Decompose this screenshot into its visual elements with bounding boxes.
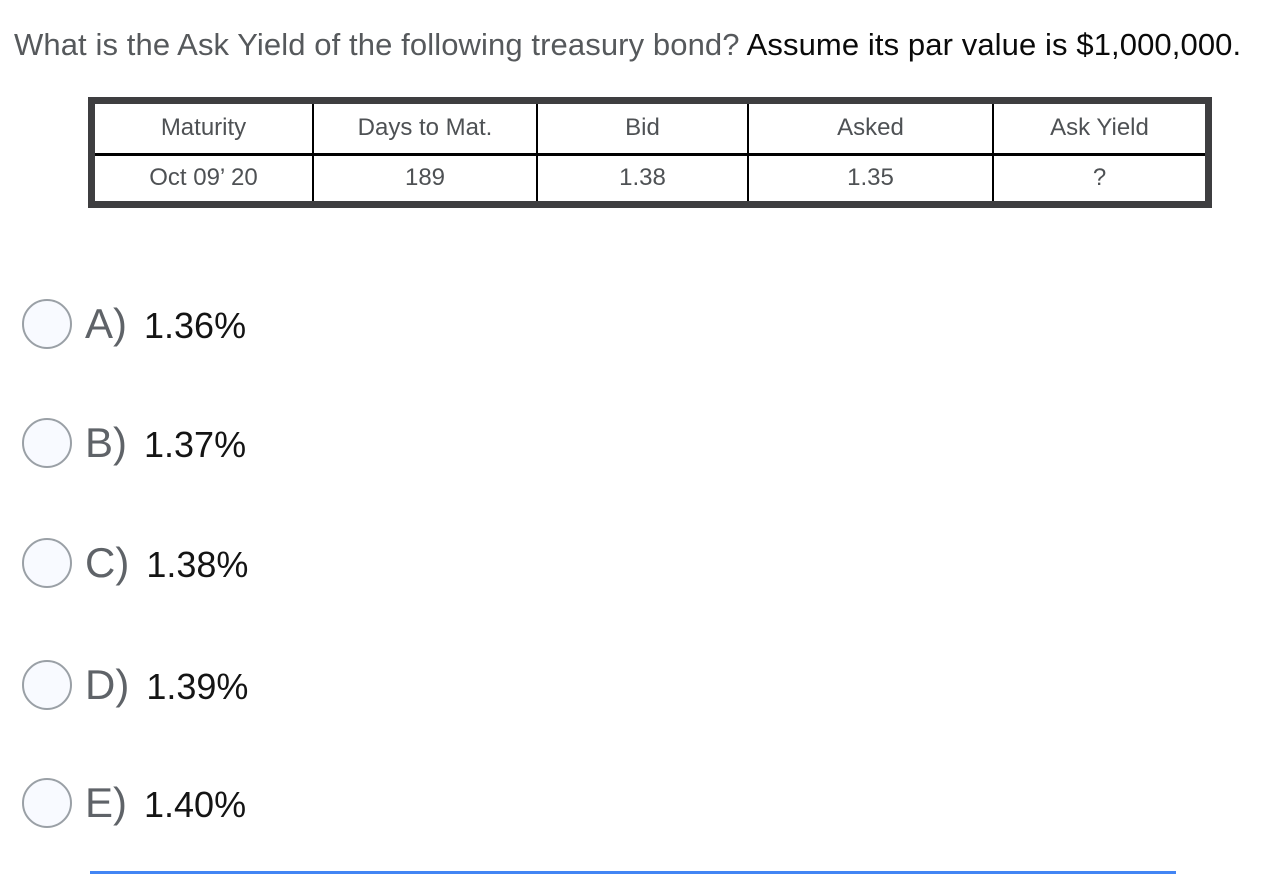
col-header-maturity: Maturity [95,104,314,156]
option-b-letter: B) [85,419,127,466]
cell-days-to-mat: 189 [313,154,538,201]
cell-ask-yield: ? [1092,164,1107,192]
table-header-row: Maturity Days to Mat. Bid Asked Ask Yiel… [95,104,1205,156]
option-b[interactable]: B) 1.37% [22,418,246,468]
cell-maturity: Oct 09’ 20 [95,154,314,201]
option-d-letter: D) [85,661,130,708]
col-header-ask-yield: Ask Yield [993,104,1205,156]
option-a-value: 1.36% [144,305,247,346]
radio-button-d[interactable] [22,660,72,710]
radio-button-e[interactable] [22,778,72,828]
radio-button-a[interactable] [22,299,72,349]
option-c-value: 1.38% [146,544,249,585]
option-e[interactable]: E) 1.40% [22,778,246,828]
radio-button-c[interactable] [22,538,72,588]
option-c[interactable]: C) 1.38% [22,538,248,588]
bond-quote-table: Maturity Days to Mat. Bid Asked Ask Yiel… [88,97,1212,208]
cell-asked: 1.35 [748,154,994,201]
option-c-letter: C) [85,539,130,586]
question-main: What is the Ask Yield of the following t… [14,27,747,62]
option-b-value: 1.37% [144,424,247,465]
bottom-accent-line [90,871,1176,874]
option-a[interactable]: A) 1.36% [22,299,246,349]
table-row: Oct 09’ 20 189 1.38 1.35 ? [95,154,1205,201]
option-d[interactable]: D) 1.39% [22,660,248,710]
option-a-letter: A) [85,300,127,347]
option-e-letter: E) [85,779,127,826]
radio-button-b[interactable] [22,418,72,468]
col-header-bid: Bid [537,104,749,156]
question-text: What is the Ask Yield of the following t… [14,27,1241,63]
option-e-value: 1.40% [144,784,247,825]
question-assumption: Assume its par value is $1,000,000. [746,27,1242,62]
option-d-value: 1.39% [146,666,249,707]
col-header-days-to-mat: Days to Mat. [313,104,538,156]
col-header-asked: Asked [748,104,994,156]
cell-bid: 1.38 [537,154,749,201]
